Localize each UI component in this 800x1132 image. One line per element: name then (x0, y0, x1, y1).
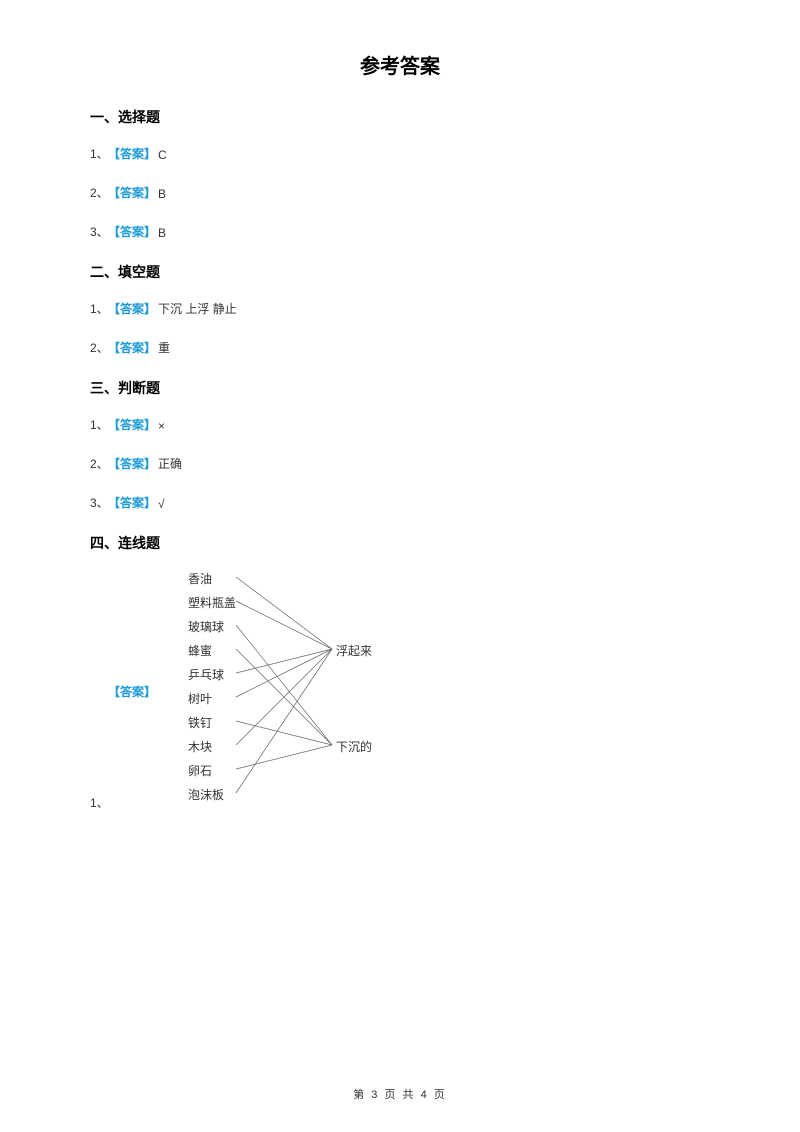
row-number: 2、 (90, 184, 108, 201)
section-heading-matching: 四、连线题 (90, 533, 710, 553)
answer-label: 【答案】 (108, 145, 156, 162)
row-number: 1、 (90, 416, 108, 433)
matching-left-item: 泡沫板 (188, 786, 224, 803)
row-number: 2、 (90, 339, 108, 356)
row-number: 1、 (90, 300, 108, 317)
page-footer: 第 3 页 共 4 页 (0, 1086, 800, 1102)
matching-left-item: 玻璃球 (188, 618, 224, 635)
matching-label-block: 【答案】 (108, 571, 156, 811)
answer-label: 【答案】 (108, 223, 156, 240)
answer-label: 【答案】 (108, 416, 156, 433)
matching-right-item: 浮起来 (336, 642, 372, 659)
section-fill: 二、填空题 1、 【答案】 下沉 上浮 静止 2、 【答案】 重 (90, 262, 710, 356)
answer-label: 【答案】 (108, 339, 156, 356)
answer-row: 1、 【答案】 × (90, 416, 710, 433)
answer-value: 正确 (158, 455, 182, 472)
section-choice: 一、选择题 1、 【答案】 C 2、 【答案】 B 3、 【答案】 B (90, 107, 710, 240)
answer-row: 1、 【答案】 下沉 上浮 静止 (90, 300, 710, 317)
matching-left-item: 乒乓球 (188, 666, 224, 683)
row-number: 3、 (90, 223, 108, 240)
answer-value: √ (158, 497, 165, 511)
matching-diagram: 香油塑料瓶盖玻璃球蜂蜜乒乓球树叶铁钉木块卵石泡沫板 浮起来下沉的 (156, 571, 436, 811)
answer-row: 3、 【答案】 B (90, 223, 710, 240)
matching-left-item: 蜂蜜 (188, 642, 212, 659)
matching-left-item: 铁钉 (188, 714, 212, 731)
answer-row: 2、 【答案】 正确 (90, 455, 710, 472)
row-number: 3、 (90, 494, 108, 511)
section-judge: 三、判断题 1、 【答案】 × 2、 【答案】 正确 3、 【答案】 √ (90, 378, 710, 511)
section-matching: 四、连线题 1、 【答案】 香油塑料瓶盖玻璃球蜂蜜乒乓球树叶铁钉木块卵石泡沫板 浮… (90, 533, 710, 811)
answer-label: 【答案】 (108, 300, 156, 317)
answer-row: 1、 【答案】 C (90, 145, 710, 162)
matching-left-item: 卵石 (188, 762, 212, 779)
matching-left-item: 香油 (188, 570, 212, 587)
answer-value: 下沉 上浮 静止 (158, 300, 237, 317)
answer-value: C (158, 148, 167, 162)
answer-row: 3、 【答案】 √ (90, 494, 710, 511)
section-heading-judge: 三、判断题 (90, 378, 710, 398)
section-heading-choice: 一、选择题 (90, 107, 710, 127)
answer-row: 2、 【答案】 B (90, 184, 710, 201)
matching-row: 1、 【答案】 香油塑料瓶盖玻璃球蜂蜜乒乓球树叶铁钉木块卵石泡沫板 浮起来下沉的 (90, 571, 710, 811)
matching-left-item: 树叶 (188, 690, 212, 707)
section-heading-fill: 二、填空题 (90, 262, 710, 282)
answer-label: 【答案】 (108, 184, 156, 201)
answer-value: B (158, 226, 166, 240)
row-number: 2、 (90, 455, 108, 472)
row-number: 1、 (90, 794, 108, 811)
answer-value: B (158, 187, 166, 201)
answer-value: × (158, 419, 165, 433)
matching-right-item: 下沉的 (336, 738, 372, 755)
answer-row: 2、 【答案】 重 (90, 339, 710, 356)
answer-label: 【答案】 (108, 494, 156, 511)
page-title: 参考答案 (90, 50, 710, 79)
answer-label: 【答案】 (108, 683, 156, 700)
row-number: 1、 (90, 145, 108, 162)
matching-left-item: 塑料瓶盖 (188, 594, 236, 611)
answer-label: 【答案】 (108, 455, 156, 472)
matching-left-item: 木块 (188, 738, 212, 755)
answer-value: 重 (158, 339, 170, 356)
